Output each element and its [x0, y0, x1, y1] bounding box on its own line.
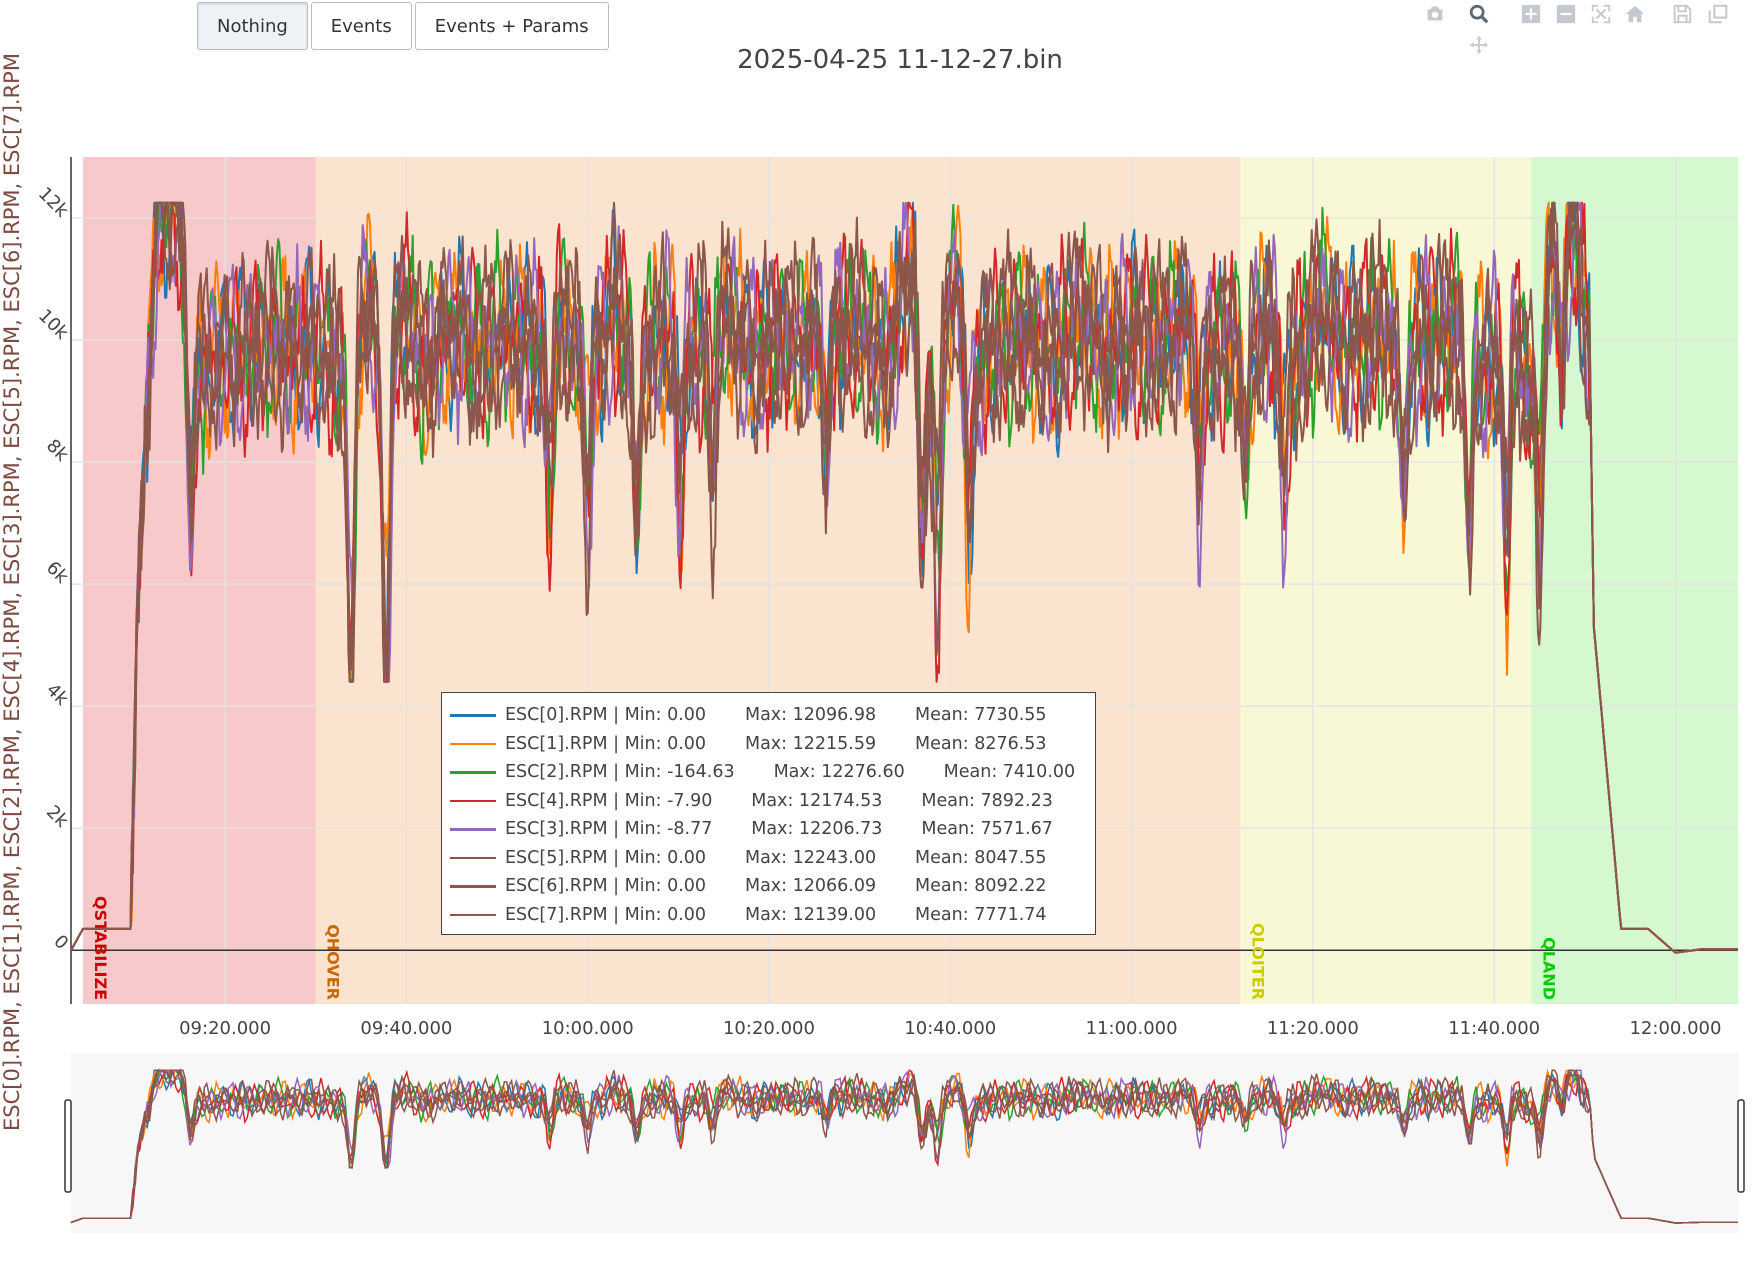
y-tick-label: 4k [42, 679, 73, 710]
legend-swatch [450, 742, 496, 745]
legend-swatch [450, 885, 496, 888]
collection-icon[interactable] [1703, 0, 1733, 28]
legend-item[interactable]: ESC[5].RPM | Min: 0.00 Max: 12243.00 Mea… [450, 844, 1095, 873]
legend-item[interactable]: ESC[3].RPM | Min: -8.77 Max: 12206.73 Me… [450, 815, 1095, 844]
legend-text: ESC[4].RPM | Min: -7.90 Max: 12174.53 Me… [505, 790, 1053, 811]
x-tick-label: 10:00.000 [542, 1018, 634, 1039]
x-tick-label: 09:20.000 [179, 1018, 271, 1039]
zoom-icon[interactable] [1464, 0, 1494, 28]
legend-swatch [450, 856, 496, 859]
mode-label-qhover: QHOVER [324, 924, 343, 1000]
legend-text: ESC[5].RPM | Min: 0.00 Max: 12243.00 Mea… [505, 847, 1047, 868]
legend-text: ESC[3].RPM | Min: -8.77 Max: 12206.73 Me… [505, 819, 1053, 840]
x-tick-label: 09:40.000 [360, 1018, 452, 1039]
slider-line-esc-7--rpm [70, 1069, 1738, 1224]
range-slider-left-handle[interactable] [64, 1099, 72, 1193]
legend-swatch [450, 799, 496, 802]
y-tick-label: 6k [42, 557, 73, 588]
x-tick-label: 12:00.000 [1629, 1018, 1721, 1039]
legend-swatch [450, 714, 496, 717]
x-tick-label: 11:40.000 [1448, 1018, 1540, 1039]
pan-icon[interactable] [1464, 31, 1494, 59]
mode-band-qland [1531, 157, 1738, 1004]
y-tick-label: 10k [34, 305, 73, 344]
legend-text: ESC[2].RPM | Min: -164.63 Max: 12276.60 … [505, 762, 1076, 783]
legend-item[interactable]: ESC[2].RPM | Min: -164.63 Max: 12276.60 … [450, 758, 1095, 787]
legend-item[interactable]: ESC[0].RPM | Min: 0.00 Max: 12096.98 Mea… [450, 701, 1095, 730]
events-button[interactable]: Events [310, 2, 412, 50]
x-tick-label: 10:20.000 [723, 1018, 815, 1039]
x-tick-label: 10:40.000 [904, 1018, 996, 1039]
series-group [70, 201, 1738, 954]
y-tick-label: 8k [42, 435, 73, 466]
legend-text: ESC[6].RPM | Min: 0.00 Max: 12066.09 Mea… [505, 876, 1047, 897]
series-line-esc-7--rpm[interactable] [70, 201, 1738, 954]
range-slider-series [70, 1067, 1738, 1224]
x-tick-label: 11:00.000 [1086, 1018, 1178, 1039]
legend-text: ESC[7].RPM | Min: 0.00 Max: 12139.00 Mea… [505, 904, 1047, 925]
legend-text: ESC[0].RPM | Min: 0.00 Max: 12096.98 Mea… [505, 705, 1047, 726]
home-icon[interactable] [1620, 0, 1650, 28]
legend-item[interactable]: ESC[7].RPM | Min: 0.00 Max: 12139.00 Mea… [450, 901, 1095, 930]
camera-icon[interactable] [1420, 0, 1450, 28]
legend-swatch [450, 828, 496, 831]
autoscale-icon[interactable] [1586, 0, 1616, 28]
x-tick-label: 11:20.000 [1267, 1018, 1359, 1039]
legend-swatch [450, 913, 496, 916]
y-tick-label: 12k [34, 183, 73, 222]
events-params-button[interactable]: Events + Params [414, 2, 609, 50]
legend-item[interactable]: ESC[1].RPM | Min: 0.00 Max: 12215.59 Mea… [450, 730, 1095, 759]
zoom-out-icon[interactable] [1551, 0, 1581, 28]
chart-title: 2025-04-25 11-12-27.bin [737, 45, 1063, 75]
legend-item[interactable]: ESC[6].RPM | Min: 0.00 Max: 12066.09 Mea… [450, 872, 1095, 901]
mode-label-qloiter: QLOITER [1248, 923, 1267, 1000]
y-tick-label: 2k [42, 801, 73, 832]
zoom-in-icon[interactable] [1516, 0, 1546, 28]
toolbar: Nothing Events Events + Params [197, 2, 612, 50]
mode-label-qland: QLAND [1539, 937, 1558, 1000]
range-slider-right-handle[interactable] [1737, 1099, 1745, 1193]
legend-text: ESC[1].RPM | Min: 0.00 Max: 12215.59 Mea… [505, 733, 1047, 754]
save-icon[interactable] [1667, 0, 1697, 28]
y-tick-label: 0 [49, 931, 72, 954]
legend-item[interactable]: ESC[4].RPM | Min: -7.90 Max: 12174.53 Me… [450, 787, 1095, 816]
mode-label-qstabilize: QSTABILIZE [91, 896, 110, 1000]
legend: ESC[0].RPM | Min: 0.00 Max: 12096.98 Mea… [441, 692, 1096, 935]
legend-swatch [450, 771, 496, 774]
nothing-button[interactable]: Nothing [197, 2, 308, 50]
